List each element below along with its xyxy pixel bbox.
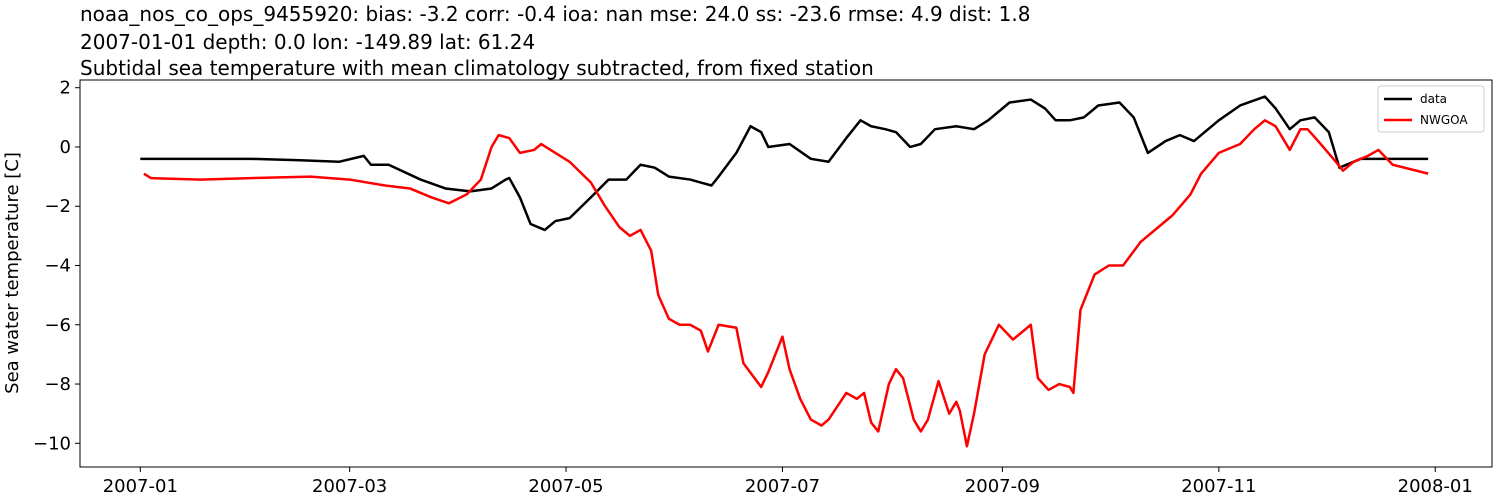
chart-description: Subtidal sea temperature with mean clima… [80,56,874,80]
x-tick-label: 2007-11 [1181,476,1256,497]
y-tick-label: −4 [44,255,71,276]
y-tick-label: 0 [60,137,71,158]
legend-label: data [1420,92,1447,106]
x-tick-label: 2007-01 [103,476,178,497]
x-tick-label: 2007-07 [745,476,820,497]
y-tick-label: −6 [44,315,71,336]
data-line [140,95,1429,232]
x-tick-label: 2007-05 [528,476,603,497]
x-tick-label: 2007-09 [965,476,1040,497]
legend-label: NWGOA [1420,113,1468,127]
data-line [143,119,1429,448]
plot-frame [79,79,1493,468]
y-tick-label: −10 [33,433,71,454]
y-axis-label: Sea water temperature [C] [2,152,23,394]
y-tick-label: 2 [60,78,71,99]
y-tick-label: −8 [44,374,71,395]
chart-subtitle: 2007-01-01 depth: 0.0 lon: -149.89 lat: … [80,30,535,54]
x-tick-label: 2008-01 [1398,476,1473,497]
chart-title: noaa_nos_co_ops_9455920: bias: -3.2 corr… [80,2,1030,26]
y-tick-label: −2 [44,196,71,217]
x-tick-label: 2007-03 [312,476,387,497]
